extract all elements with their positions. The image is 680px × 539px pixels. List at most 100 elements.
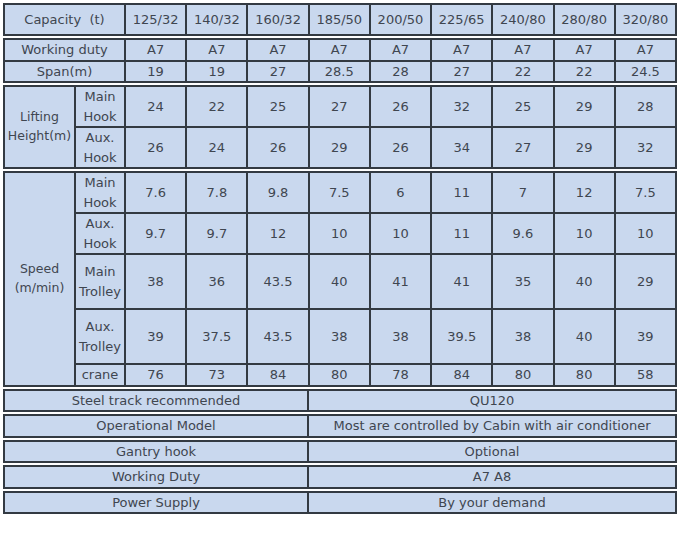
span-cell: 22	[554, 61, 615, 83]
capacity-cell: 185/50	[309, 4, 370, 35]
speed-main-trolley-cell: 40	[309, 254, 370, 309]
working-duty-label: Working duty	[4, 39, 125, 61]
capacity-cell: 320/80	[615, 4, 676, 35]
span-cell: 19	[186, 61, 247, 83]
speed-crane-cell: 84	[247, 364, 308, 386]
working-duty-row: Working Duty A7 A8	[3, 465, 677, 489]
steel-track-value: QU120	[308, 390, 676, 412]
span-cell: 28	[370, 61, 431, 83]
lifting-aux-hook-cell: 26	[125, 127, 186, 168]
operational-model-value: Most are controlled by Cabin with air co…	[308, 415, 676, 437]
lifting-height-section: Lifting Height(m) Main Hook 24 22 25 27 …	[3, 85, 677, 169]
working-duty-cell: A7	[247, 39, 308, 61]
gantry-hook-row: Gantry hook Optional	[3, 440, 677, 464]
table-row: Steel track recommended QU120	[4, 390, 676, 412]
lifting-main-hook-cell: 32	[431, 86, 492, 127]
table-row: Power Supply By your demand	[4, 492, 676, 514]
table-row: Gantry hook Optional	[4, 441, 676, 463]
table-row: Capacity (t) 125/32 140/32 160/32 185/50…	[4, 4, 676, 35]
capacity-cell: 225/65	[431, 4, 492, 35]
operational-model-label: Operational Model	[4, 415, 308, 437]
table-row: Aux. Trolley 39 37.5 43.5 38 38 39.5 38 …	[4, 309, 676, 364]
speed-main-hook-cell: 9.8	[247, 172, 308, 213]
span-cell: 24.5	[615, 61, 676, 83]
speed-aux-hook-cell: 9.6	[492, 213, 553, 254]
lifting-main-hook-cell: 29	[554, 86, 615, 127]
aux-hook-label: Aux. Hook	[75, 213, 125, 254]
speed-main-trolley-cell: 35	[492, 254, 553, 309]
speed-main-hook-cell: 7.6	[125, 172, 186, 213]
speed-crane-cell: 78	[370, 364, 431, 386]
capacity-cell: 160/32	[247, 4, 308, 35]
lifting-main-hook-cell: 25	[247, 86, 308, 127]
steel-track-label: Steel track recommended	[4, 390, 308, 412]
working-duty-footer-label: Working Duty	[4, 466, 308, 488]
speed-crane-cell: 58	[615, 364, 676, 386]
span-cell: 27	[431, 61, 492, 83]
gantry-hook-value: Optional	[308, 441, 676, 463]
lifting-main-hook-cell: 25	[492, 86, 553, 127]
span-label: Span(m)	[4, 61, 125, 83]
duty-span-section: Working duty A7 A7 A7 A7 A7 A7 A7 A7 A7 …	[3, 38, 677, 83]
speed-crane-cell: 80	[554, 364, 615, 386]
lifting-aux-hook-cell: 29	[554, 127, 615, 168]
main-hook-label: Main Hook	[75, 172, 125, 213]
speed-crane-cell: 76	[125, 364, 186, 386]
working-duty-cell: A7	[186, 39, 247, 61]
capacity-cell: 125/32	[125, 4, 186, 35]
speed-aux-hook-cell: 11	[431, 213, 492, 254]
speed-aux-trolley-cell: 40	[554, 309, 615, 364]
working-duty-cell: A7	[309, 39, 370, 61]
speed-label: Speed (m/min)	[4, 172, 75, 386]
speed-main-hook-cell: 6	[370, 172, 431, 213]
capacity-cell: 140/32	[186, 4, 247, 35]
main-trolley-label: Main Trolley	[75, 254, 125, 309]
table-row: Aux. Hook 26 24 26 29 26 34 27 29 32	[4, 127, 676, 168]
speed-main-trolley-cell: 38	[125, 254, 186, 309]
speed-main-trolley-cell: 36	[186, 254, 247, 309]
speed-aux-trolley-cell: 38	[370, 309, 431, 364]
steel-track-row: Steel track recommended QU120	[3, 389, 677, 413]
table-row: Span(m) 19 19 27 28.5 28 27 22 22 24.5	[4, 61, 676, 83]
speed-aux-trolley-cell: 43.5	[247, 309, 308, 364]
capacity-header-section: Capacity (t) 125/32 140/32 160/32 185/50…	[3, 3, 677, 36]
speed-aux-hook-cell: 10	[370, 213, 431, 254]
lifting-aux-hook-cell: 32	[615, 127, 676, 168]
speed-aux-trolley-cell: 39.5	[431, 309, 492, 364]
speed-main-hook-cell: 7.8	[186, 172, 247, 213]
speed-aux-hook-cell: 9.7	[186, 213, 247, 254]
span-cell: 22	[492, 61, 553, 83]
lifting-aux-hook-cell: 34	[431, 127, 492, 168]
working-duty-cell: A7	[431, 39, 492, 61]
table-row: crane 76 73 84 80 78 84 80 80 58	[4, 364, 676, 386]
speed-aux-trolley-cell: 39	[615, 309, 676, 364]
speed-crane-cell: 80	[309, 364, 370, 386]
lifting-height-label: Lifting Height(m)	[4, 86, 75, 168]
speed-crane-cell: 80	[492, 364, 553, 386]
speed-crane-cell: 84	[431, 364, 492, 386]
working-duty-footer-value: A7 A8	[308, 466, 676, 488]
main-hook-label: Main Hook	[75, 86, 125, 127]
capacity-cell: 200/50	[370, 4, 431, 35]
speed-main-hook-cell: 7	[492, 172, 553, 213]
speed-main-trolley-cell: 41	[431, 254, 492, 309]
speed-main-hook-cell: 11	[431, 172, 492, 213]
span-cell: 19	[125, 61, 186, 83]
working-duty-cell: A7	[615, 39, 676, 61]
lifting-aux-hook-cell: 24	[186, 127, 247, 168]
table-row: Speed (m/min) Main Hook 7.6 7.8 9.8 7.5 …	[4, 172, 676, 213]
table-row: Operational Model Most are controlled by…	[4, 415, 676, 437]
working-duty-cell: A7	[554, 39, 615, 61]
speed-main-hook-cell: 12	[554, 172, 615, 213]
span-cell: 28.5	[309, 61, 370, 83]
crane-label: crane	[75, 364, 125, 386]
working-duty-cell: A7	[370, 39, 431, 61]
capacity-cell: 240/80	[492, 4, 553, 35]
power-supply-row: Power Supply By your demand	[3, 491, 677, 515]
lifting-aux-hook-cell: 26	[370, 127, 431, 168]
speed-aux-hook-cell: 10	[554, 213, 615, 254]
lifting-aux-hook-cell: 27	[492, 127, 553, 168]
operational-model-row: Operational Model Most are controlled by…	[3, 414, 677, 438]
working-duty-cell: A7	[125, 39, 186, 61]
speed-crane-cell: 73	[186, 364, 247, 386]
